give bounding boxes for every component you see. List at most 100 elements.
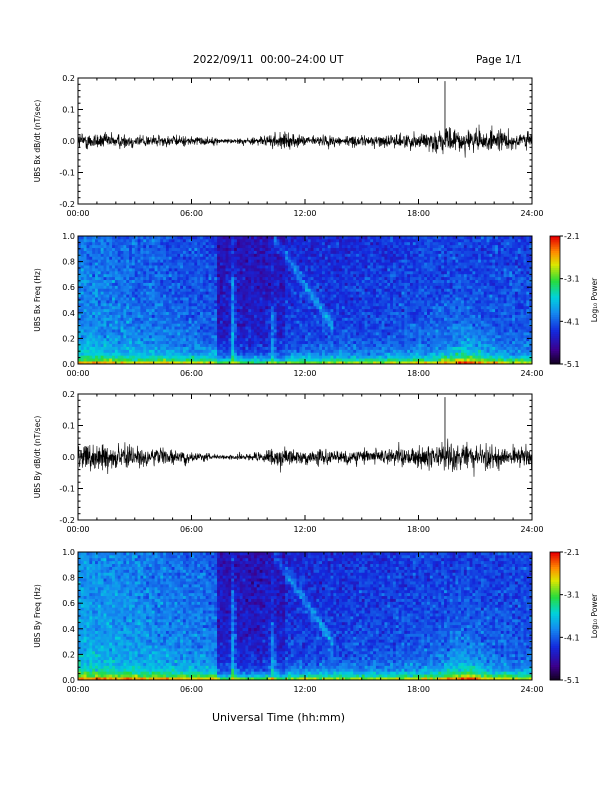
heatmap-cell — [256, 302, 260, 307]
heatmap-cell — [265, 279, 269, 283]
heatmap-cell — [114, 326, 119, 330]
heatmap-cell — [126, 323, 130, 327]
heatmap-cell — [174, 250, 178, 254]
heatmap-cell — [370, 247, 374, 251]
heatmap-cell — [100, 288, 104, 292]
heatmap-cell — [134, 334, 138, 339]
heatmap-cell — [273, 314, 278, 318]
heatmap-cell — [356, 282, 360, 286]
heatmap-cell — [344, 329, 348, 333]
heatmap-cell — [330, 361, 334, 365]
heatmap-cell — [361, 346, 365, 350]
heatmap-cell — [134, 317, 138, 321]
heatmap-cell — [180, 273, 184, 278]
heatmap-cell — [219, 314, 224, 318]
heatmap-cell — [285, 259, 289, 263]
heatmap-cell — [217, 355, 221, 359]
heatmap-cell — [78, 256, 82, 260]
heatmap-cell — [384, 329, 388, 333]
heatmap-cell — [347, 250, 351, 254]
heatmap-cell — [214, 361, 218, 365]
heatmap-cell — [146, 308, 150, 313]
heatmap-cell — [251, 314, 255, 318]
heatmap-cell — [330, 329, 334, 333]
heatmap-cell — [299, 305, 303, 310]
heatmap-cell — [219, 288, 224, 292]
heatmap-cell — [114, 311, 119, 315]
heatmap-cell — [95, 358, 99, 362]
heatmap-cell — [287, 358, 292, 362]
heatmap-cell — [103, 311, 107, 315]
heatmap-cell — [322, 250, 326, 254]
heatmap-cell — [143, 308, 147, 313]
heatmap-cell — [219, 317, 224, 321]
heatmap-cell — [341, 329, 346, 333]
heatmap-cell — [341, 332, 346, 336]
heatmap-cell — [171, 288, 175, 292]
heatmap-cell — [344, 302, 348, 307]
heatmap-cell — [134, 320, 138, 324]
heatmap-cell — [322, 276, 326, 281]
heatmap-cell — [339, 297, 343, 301]
heatmap-cell — [106, 340, 110, 345]
heatmap-cell — [225, 279, 229, 283]
heatmap-cell — [131, 340, 136, 345]
heatmap-cell — [358, 305, 363, 310]
heatmap-cell — [154, 288, 158, 292]
heatmap-cell — [373, 305, 377, 310]
heatmap-cell — [120, 291, 124, 295]
heatmap-cell — [143, 288, 147, 292]
heatmap-cell — [151, 268, 156, 272]
heatmap-cell — [131, 244, 136, 249]
heatmap-cell — [270, 305, 275, 310]
heatmap-cell — [208, 244, 212, 249]
heatmap-cell — [262, 355, 266, 359]
heatmap-cell — [356, 358, 360, 362]
heatmap-cell — [350, 361, 354, 365]
heatmap-cell — [205, 279, 209, 283]
heatmap-cell — [97, 329, 102, 333]
heatmap-cell — [242, 241, 246, 246]
heatmap-cell — [185, 358, 190, 362]
heatmap-cell — [225, 270, 229, 275]
heatmap-cell — [180, 311, 184, 315]
heatmap-cell — [310, 334, 314, 339]
heatmap-cell — [310, 300, 314, 304]
heatmap-cell — [276, 332, 280, 336]
heatmap-cell — [106, 308, 110, 313]
heatmap-cell — [356, 361, 360, 365]
heatmap-cell — [390, 273, 394, 278]
heatmap-cell — [387, 282, 391, 286]
heatmap-cell — [282, 329, 286, 333]
heatmap-cell — [174, 244, 178, 249]
x-tick-label: 06:00 — [180, 209, 203, 218]
heatmap-cell — [248, 265, 252, 269]
heatmap-cell — [120, 288, 124, 292]
heatmap-cell — [370, 302, 374, 307]
heatmap-cell — [182, 244, 187, 249]
heatmap-cell — [100, 270, 104, 275]
heatmap-cell — [313, 332, 317, 336]
heatmap-cell — [171, 294, 175, 298]
heatmap-cell — [154, 355, 158, 359]
heatmap-cell — [100, 300, 104, 304]
heatmap-cell — [129, 291, 133, 295]
heatmap-cell — [140, 317, 144, 321]
heatmap-cell — [222, 326, 226, 330]
heatmap-cell — [106, 323, 110, 327]
heatmap-cell — [86, 250, 90, 254]
heatmap-cell — [375, 262, 380, 266]
heatmap-cell — [140, 300, 144, 304]
heatmap-cell — [92, 253, 96, 257]
heatmap-cell — [333, 247, 337, 251]
heatmap-cell — [146, 268, 150, 272]
heatmap-cell — [114, 282, 119, 286]
heatmap-cell — [234, 329, 238, 333]
heatmap-cell — [339, 346, 343, 350]
heatmap-cell — [299, 340, 303, 345]
heatmap-cell — [279, 253, 283, 257]
heatmap-cell — [353, 256, 357, 260]
heatmap-cell — [350, 250, 354, 254]
heatmap-cell — [200, 268, 204, 272]
heatmap-cell — [251, 253, 255, 257]
